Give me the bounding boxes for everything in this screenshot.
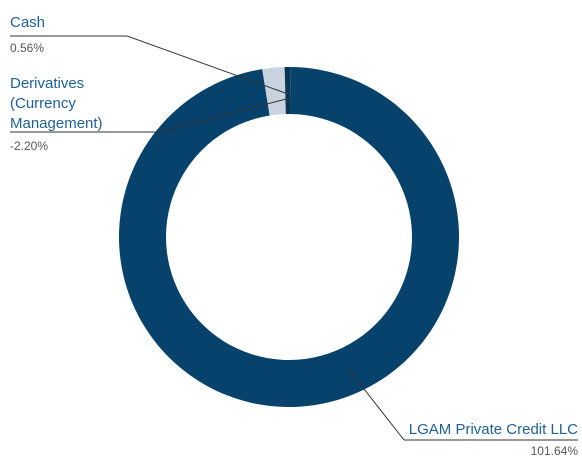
derivatives-leader-line-diag — [159, 97, 291, 133]
cash-label-group: Cash 0.56% — [10, 14, 289, 95]
derivatives-value: -2.20% — [10, 139, 48, 153]
lgam-value: 101.64% — [531, 444, 579, 458]
donut-ring — [119, 66, 460, 408]
donut-slice-lgam-private-credit-llc — [119, 67, 460, 408]
derivatives-label-line-2: (Currency — [10, 95, 76, 112]
donut-slice-cash — [284, 66, 291, 115]
lgam-label-group: LGAM Private Credit LLC 101.64% — [345, 365, 579, 458]
cash-label: Cash — [10, 14, 45, 31]
lgam-leader-line-diag — [345, 365, 405, 441]
lgam-label: LGAM Private Credit LLC — [409, 421, 578, 438]
cash-leader-line-diag — [126, 35, 289, 95]
derivatives-label-group: Derivatives (Currency Management) -2.20% — [10, 75, 291, 153]
derivatives-label-line-1: Derivatives — [10, 75, 84, 92]
derivatives-label-line-3: Management) — [10, 115, 103, 132]
cash-value: 0.56% — [10, 41, 44, 55]
